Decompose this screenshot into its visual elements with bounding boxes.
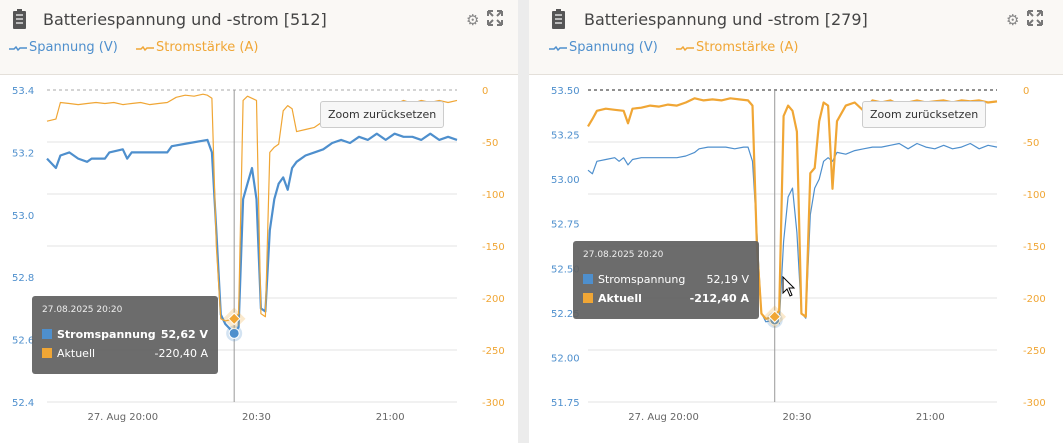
current-line-icon xyxy=(136,45,154,51)
legend-item-voltage[interactable]: Spannung (V) xyxy=(549,40,658,55)
tooltip-row-voltage: Stromspannung 52,19 V xyxy=(583,273,749,289)
y-right-tick-label: -300 xyxy=(482,398,505,409)
legend-label-voltage: Spannung (V) xyxy=(569,40,658,55)
y-right-tick-label: -300 xyxy=(1023,398,1046,409)
voltage-hover-marker xyxy=(228,327,240,339)
x-tick-label: 20:30 xyxy=(783,412,812,423)
tooltip-date: 27.08.2025 20:20 xyxy=(42,305,123,315)
legend-label-current: Stromstärke (A) xyxy=(156,40,259,55)
y-left-tick-label: 51.75 xyxy=(551,398,580,409)
gear-icon[interactable]: ⚙ xyxy=(1006,11,1020,29)
legend-label-current: Stromstärke (A) xyxy=(696,40,799,55)
x-tick-label: 21:00 xyxy=(376,412,405,423)
chart-legend: Spannung (V) Stromstärke (A) xyxy=(9,40,272,55)
tooltip-label: Aktuell xyxy=(57,347,96,360)
current-hover-marker xyxy=(768,310,782,324)
voltage-line-icon xyxy=(549,45,567,51)
battery-icon xyxy=(552,9,565,29)
panel-title: Batteriespannung und -strom [512] xyxy=(43,10,327,29)
y-left-tick-label: 52.8 xyxy=(12,273,34,284)
y-right-tick-label: -250 xyxy=(482,346,505,357)
chart-tooltip: 27.08.2025 20:20 Stromspannung 52,62 V Ak… xyxy=(32,296,218,374)
chart-panel-512: Batteriespannung und -strom [512] ⚙ Span… xyxy=(0,0,518,443)
y-right-tick-label: -150 xyxy=(1023,242,1046,253)
tooltip-label: Aktuell xyxy=(598,292,642,305)
y-right-tick-label: -200 xyxy=(482,294,505,305)
y-right-tick-label: 0 xyxy=(482,86,488,97)
y-left-tick-label: 53.25 xyxy=(551,131,580,142)
legend-label-voltage: Spannung (V) xyxy=(29,40,118,55)
current-swatch xyxy=(583,293,593,303)
x-tick-label: 20:30 xyxy=(242,412,271,423)
tooltip-row-current: Aktuell -220,40 A xyxy=(42,347,208,363)
y-left-tick-label: 52.50 xyxy=(551,264,580,275)
panel-header: Batteriespannung und -strom [279] ⚙ Span… xyxy=(529,0,1063,75)
gear-icon[interactable]: ⚙ xyxy=(466,11,480,29)
tooltip-label: Stromspannung xyxy=(598,273,686,286)
y-right-tick-label: -150 xyxy=(482,242,505,253)
y-right-tick-label: 0 xyxy=(1023,86,1029,97)
battery-icon xyxy=(13,9,26,29)
y-right-tick-label: -100 xyxy=(1023,190,1046,201)
chart-legend: Spannung (V) Stromstärke (A) xyxy=(549,40,812,55)
current-series-line xyxy=(46,93,458,322)
current-hover-marker xyxy=(227,312,241,326)
y-left-tick-label: 53.50 xyxy=(551,86,580,97)
y-left-tick-label: 52.4 xyxy=(12,398,34,409)
voltage-line-icon xyxy=(9,45,27,51)
expand-icon[interactable] xyxy=(1027,10,1043,26)
voltage-swatch xyxy=(583,274,593,284)
y-right-tick-label: -50 xyxy=(1023,138,1039,149)
chart-tooltip: 27.08.2025 20:20 Stromspannung 52,19 V Ak… xyxy=(573,241,759,319)
legend-item-current[interactable]: Stromstärke (A) xyxy=(676,40,798,55)
tooltip-label: Stromspannung xyxy=(57,328,156,341)
current-swatch xyxy=(42,348,52,358)
x-tick-label: 27. Aug 20:00 xyxy=(87,412,158,423)
y-right-tick-label: -50 xyxy=(482,138,498,149)
mouse-pointer-icon xyxy=(782,276,796,297)
y-left-tick-label: 52.00 xyxy=(551,353,580,364)
tooltip-row-voltage: Stromspannung 52,62 V xyxy=(42,328,208,344)
expand-icon[interactable] xyxy=(487,10,503,26)
tooltip-value: 52,19 V xyxy=(706,273,749,286)
y-left-tick-label: 52.25 xyxy=(551,309,580,320)
tooltip-date: 27.08.2025 20:20 xyxy=(583,250,664,260)
panel-title: Batteriespannung und -strom [279] xyxy=(584,10,868,29)
current-line-icon xyxy=(676,45,694,51)
tooltip-value: 52,62 V xyxy=(160,328,208,341)
y-left-tick-label: 53.2 xyxy=(12,148,34,159)
reset-zoom-button[interactable]: Zoom zurücksetzen xyxy=(862,101,987,128)
y-left-tick-label: 52.75 xyxy=(551,220,580,231)
tooltip-value: -212,40 A xyxy=(689,292,749,305)
reset-zoom-button[interactable]: Zoom zurücksetzen xyxy=(320,101,445,128)
panel-header: Batteriespannung und -strom [512] ⚙ Span… xyxy=(0,0,518,75)
y-left-tick-label: 53.4 xyxy=(12,86,34,97)
tooltip-value: -220,40 A xyxy=(154,347,208,360)
x-tick-label: 27. Aug 20:00 xyxy=(628,412,699,423)
tooltip-row-current: Aktuell -212,40 A xyxy=(583,292,749,308)
y-right-tick-label: -200 xyxy=(1023,294,1046,305)
chart-panel-279: Batteriespannung und -strom [279] ⚙ Span… xyxy=(529,0,1063,443)
legend-item-voltage[interactable]: Spannung (V) xyxy=(9,40,118,55)
y-right-tick-label: -100 xyxy=(482,190,505,201)
y-left-tick-label: 53.0 xyxy=(12,211,34,222)
legend-item-current[interactable]: Stromstärke (A) xyxy=(136,40,258,55)
y-left-tick-label: 53.00 xyxy=(551,175,580,186)
line-chart[interactable]: 52.4 52.6 52.8 53.0 53.2 53.4 0 -50 -100 -150 -200… xyxy=(0,75,518,443)
voltage-swatch xyxy=(42,329,52,339)
x-tick-label: 21:00 xyxy=(916,412,945,423)
y-right-tick-label: -250 xyxy=(1023,346,1046,357)
y-left-tick-label: 52.6 xyxy=(12,336,34,347)
voltage-series-line xyxy=(587,142,998,325)
